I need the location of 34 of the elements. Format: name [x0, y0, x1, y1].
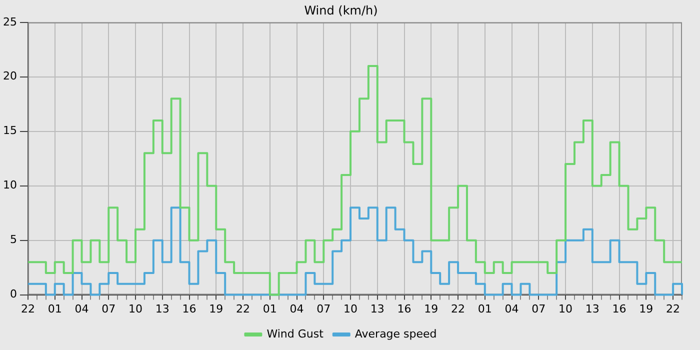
- x-tick-label: 07: [316, 302, 331, 316]
- y-tick-label: 0: [10, 288, 17, 301]
- chart-title: Wind (km/h): [304, 3, 378, 18]
- x-tick-label: 19: [209, 302, 224, 316]
- x-tick-label: 10: [344, 302, 358, 316]
- y-tick-label: 15: [2, 124, 17, 138]
- x-tick-label: 10: [558, 302, 573, 316]
- x-tick-label: 13: [155, 302, 170, 316]
- y-tick-label: 5: [10, 233, 17, 246]
- x-tick-label: 04: [290, 302, 304, 316]
- x-tick-label: 01: [48, 302, 62, 316]
- x-tick-label: 07: [102, 302, 116, 316]
- x-tick-label: 01: [262, 302, 277, 316]
- x-tick-label: 04: [504, 302, 519, 316]
- y-tick-label: 10: [2, 178, 17, 192]
- x-tick-label: 19: [424, 302, 438, 316]
- x-tick-label: 16: [612, 302, 626, 316]
- x-tick-label: 07: [532, 302, 546, 316]
- x-tick-label: 13: [370, 302, 384, 316]
- x-tick-label: 22: [451, 302, 466, 316]
- x-tick-label: 16: [397, 302, 412, 316]
- x-tick-label: 16: [182, 302, 196, 316]
- x-tick-label: 22: [20, 302, 35, 316]
- x-tick-label: 10: [128, 302, 143, 316]
- x-tick-label: 22: [236, 302, 250, 316]
- x-tick-label: 04: [74, 302, 89, 316]
- y-tick-label: 20: [2, 70, 17, 83]
- x-tick-label: 19: [639, 302, 654, 316]
- x-tick-label: 22: [666, 302, 680, 316]
- legend-label: Wind Gust: [266, 327, 324, 340]
- x-tick-label: 01: [478, 302, 492, 316]
- legend-label: Average speed: [354, 327, 437, 340]
- y-tick-label: 25: [2, 15, 17, 28]
- x-tick-label: 13: [585, 302, 600, 316]
